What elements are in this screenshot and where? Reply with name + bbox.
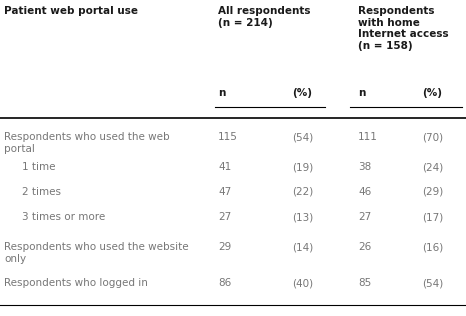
Text: (%): (%) bbox=[292, 88, 312, 98]
Text: (16): (16) bbox=[422, 242, 443, 252]
Text: n: n bbox=[358, 88, 365, 98]
Text: 115: 115 bbox=[218, 132, 238, 142]
Text: 2 times: 2 times bbox=[22, 187, 61, 197]
Text: Respondents who used the website
only: Respondents who used the website only bbox=[4, 242, 189, 264]
Text: 27: 27 bbox=[358, 212, 371, 222]
Text: (19): (19) bbox=[292, 162, 313, 172]
Text: 85: 85 bbox=[358, 278, 371, 288]
Text: 86: 86 bbox=[218, 278, 231, 288]
Text: 41: 41 bbox=[218, 162, 231, 172]
Text: All respondents
(n = 214): All respondents (n = 214) bbox=[218, 6, 310, 27]
Text: (70): (70) bbox=[422, 132, 443, 142]
Text: (24): (24) bbox=[422, 162, 443, 172]
Text: Patient web portal use: Patient web portal use bbox=[4, 6, 138, 16]
Text: 27: 27 bbox=[218, 212, 231, 222]
Text: (17): (17) bbox=[422, 212, 443, 222]
Text: n: n bbox=[218, 88, 226, 98]
Text: (%): (%) bbox=[422, 88, 442, 98]
Text: 47: 47 bbox=[218, 187, 231, 197]
Text: Respondents who used the web
portal: Respondents who used the web portal bbox=[4, 132, 170, 154]
Text: 111: 111 bbox=[358, 132, 378, 142]
Text: (40): (40) bbox=[292, 278, 313, 288]
Text: 38: 38 bbox=[358, 162, 371, 172]
Text: (13): (13) bbox=[292, 212, 313, 222]
Text: 29: 29 bbox=[218, 242, 231, 252]
Text: Respondents
with home
Internet access
(n = 158): Respondents with home Internet access (n… bbox=[358, 6, 449, 51]
Text: 46: 46 bbox=[358, 187, 371, 197]
Text: (54): (54) bbox=[422, 278, 443, 288]
Text: (54): (54) bbox=[292, 132, 313, 142]
Text: (22): (22) bbox=[292, 187, 313, 197]
Text: Respondents who logged in: Respondents who logged in bbox=[4, 278, 148, 288]
Text: 3 times or more: 3 times or more bbox=[22, 212, 105, 222]
Text: 1 time: 1 time bbox=[22, 162, 55, 172]
Text: 26: 26 bbox=[358, 242, 371, 252]
Text: (29): (29) bbox=[422, 187, 443, 197]
Text: (14): (14) bbox=[292, 242, 313, 252]
